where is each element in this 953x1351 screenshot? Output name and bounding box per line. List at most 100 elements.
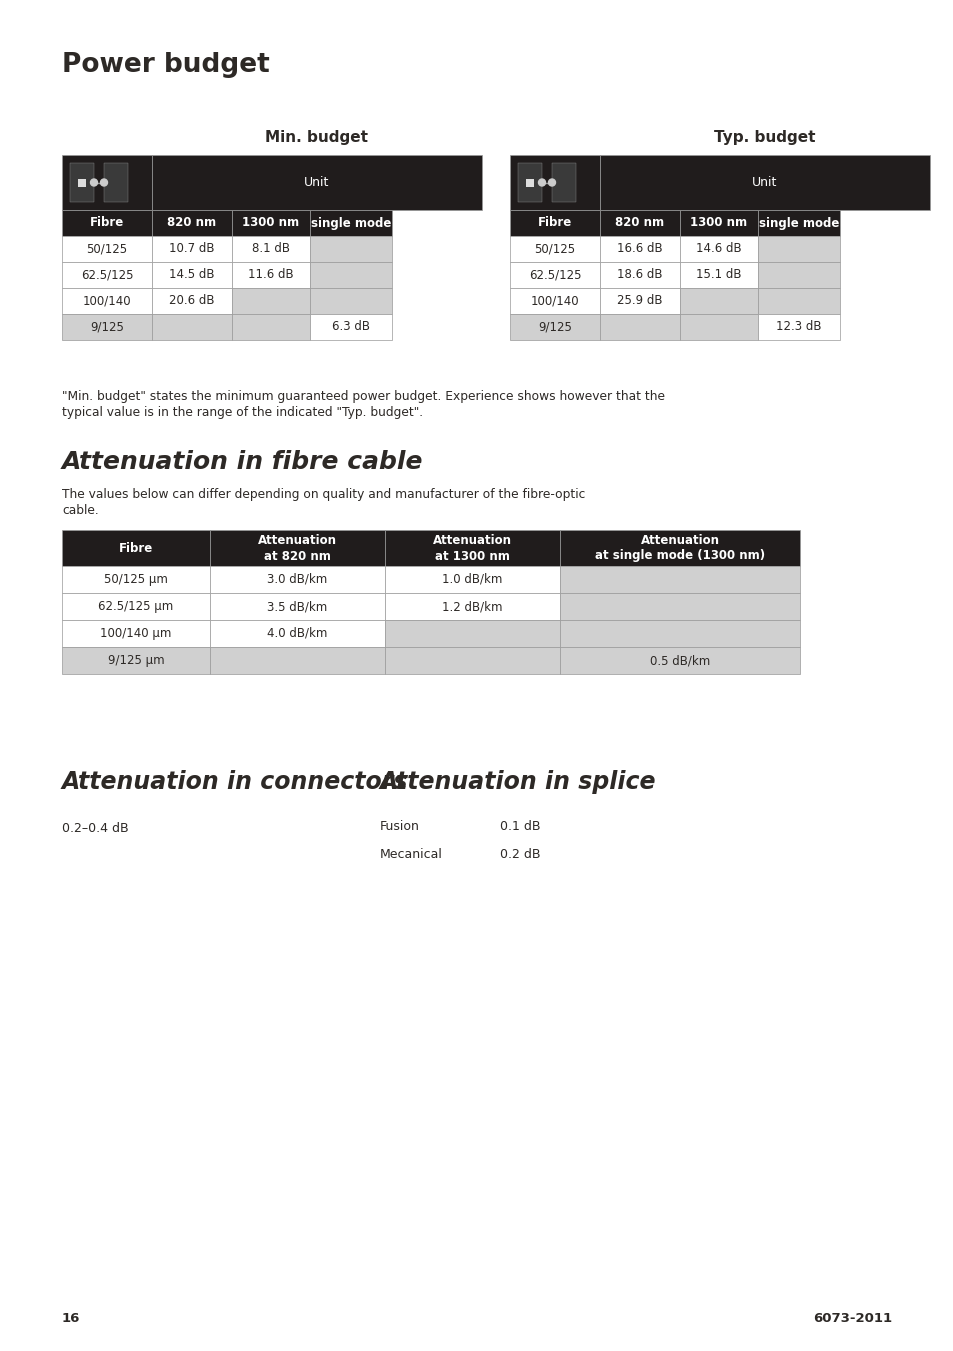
Bar: [62, 262, 152, 288]
Bar: [210, 620, 385, 647]
Text: single mode: single mode: [758, 216, 839, 230]
Bar: [152, 236, 232, 262]
Bar: [510, 288, 599, 313]
Text: 1.2 dB/km: 1.2 dB/km: [442, 600, 502, 613]
Bar: [210, 566, 385, 593]
Bar: [62, 566, 210, 593]
Bar: [310, 313, 392, 340]
Text: 9/125: 9/125: [537, 320, 572, 334]
Bar: [152, 262, 232, 288]
Text: typical value is in the range of the indicated "Typ. budget".: typical value is in the range of the ind…: [62, 407, 423, 419]
Bar: [510, 155, 599, 209]
Text: 100/140: 100/140: [530, 295, 578, 308]
Bar: [310, 236, 392, 262]
Text: 820 nm: 820 nm: [168, 216, 216, 230]
Bar: [758, 313, 840, 340]
Bar: [104, 163, 128, 203]
Bar: [62, 236, 152, 262]
Text: 25.9 dB: 25.9 dB: [617, 295, 662, 308]
Bar: [78, 178, 86, 186]
Circle shape: [91, 178, 97, 186]
Text: Fusion: Fusion: [379, 820, 419, 834]
Bar: [62, 593, 210, 620]
Text: at 1300 nm: at 1300 nm: [435, 550, 510, 562]
Text: 50/125: 50/125: [534, 242, 575, 255]
Text: Attenuation: Attenuation: [257, 535, 336, 547]
Bar: [599, 155, 929, 209]
Text: 50/125: 50/125: [87, 242, 128, 255]
Text: Attenuation: Attenuation: [639, 535, 719, 547]
Bar: [152, 155, 481, 209]
Text: 15.1 dB: 15.1 dB: [696, 269, 741, 281]
Bar: [679, 262, 758, 288]
Bar: [559, 530, 800, 566]
Text: 0.2 dB: 0.2 dB: [499, 848, 540, 861]
Bar: [62, 647, 210, 674]
Text: The values below can differ depending on quality and manufacturer of the fibre-o: The values below can differ depending on…: [62, 488, 585, 501]
Text: 11.6 dB: 11.6 dB: [248, 269, 294, 281]
Bar: [232, 313, 310, 340]
Text: Mecanical: Mecanical: [379, 848, 442, 861]
Text: Unit: Unit: [304, 176, 330, 189]
Text: Unit: Unit: [752, 176, 777, 189]
Bar: [62, 155, 152, 209]
Text: Fibre: Fibre: [119, 542, 153, 554]
Bar: [385, 647, 559, 674]
Text: 16.6 dB: 16.6 dB: [617, 242, 662, 255]
Text: 9/125: 9/125: [90, 320, 124, 334]
Text: 10.7 dB: 10.7 dB: [169, 242, 214, 255]
Bar: [510, 313, 599, 340]
Text: 4.0 dB/km: 4.0 dB/km: [267, 627, 327, 640]
Circle shape: [537, 178, 545, 186]
Bar: [599, 288, 679, 313]
Text: single mode: single mode: [311, 216, 391, 230]
Text: 1300 nm: 1300 nm: [690, 216, 747, 230]
Bar: [385, 566, 559, 593]
Text: 100/140: 100/140: [83, 295, 132, 308]
Text: 0.5 dB/km: 0.5 dB/km: [649, 654, 709, 667]
Text: 50/125 μm: 50/125 μm: [104, 573, 168, 586]
Bar: [232, 236, 310, 262]
Bar: [152, 209, 232, 236]
Bar: [599, 236, 679, 262]
Text: 3.5 dB/km: 3.5 dB/km: [267, 600, 327, 613]
Text: Attenuation in splice: Attenuation in splice: [379, 770, 656, 794]
Bar: [758, 236, 840, 262]
Text: 16: 16: [62, 1312, 80, 1325]
Bar: [559, 593, 800, 620]
Text: 0.2–0.4 dB: 0.2–0.4 dB: [62, 821, 129, 835]
Text: Fibre: Fibre: [90, 216, 124, 230]
Bar: [758, 209, 840, 236]
Text: Min. budget: Min. budget: [265, 130, 368, 145]
Bar: [517, 163, 541, 203]
Text: 12.3 dB: 12.3 dB: [776, 320, 821, 334]
Bar: [552, 163, 576, 203]
Text: at single mode (1300 nm): at single mode (1300 nm): [595, 550, 764, 562]
Bar: [70, 163, 94, 203]
Bar: [385, 620, 559, 647]
Text: Power budget: Power budget: [62, 51, 270, 78]
Bar: [559, 647, 800, 674]
Bar: [152, 288, 232, 313]
Bar: [599, 209, 679, 236]
Bar: [599, 313, 679, 340]
Text: 3.0 dB/km: 3.0 dB/km: [267, 573, 327, 586]
Bar: [310, 262, 392, 288]
Text: at 820 nm: at 820 nm: [264, 550, 331, 562]
Bar: [510, 262, 599, 288]
Bar: [310, 209, 392, 236]
Text: 6.3 dB: 6.3 dB: [332, 320, 370, 334]
Text: 18.6 dB: 18.6 dB: [617, 269, 662, 281]
Bar: [232, 288, 310, 313]
Bar: [62, 313, 152, 340]
Text: Attenuation: Attenuation: [433, 535, 512, 547]
Text: 20.6 dB: 20.6 dB: [169, 295, 214, 308]
Bar: [385, 530, 559, 566]
Text: 1.0 dB/km: 1.0 dB/km: [442, 573, 502, 586]
Bar: [232, 209, 310, 236]
Bar: [232, 262, 310, 288]
Bar: [510, 209, 599, 236]
Text: 14.5 dB: 14.5 dB: [169, 269, 214, 281]
Bar: [210, 647, 385, 674]
Bar: [62, 620, 210, 647]
